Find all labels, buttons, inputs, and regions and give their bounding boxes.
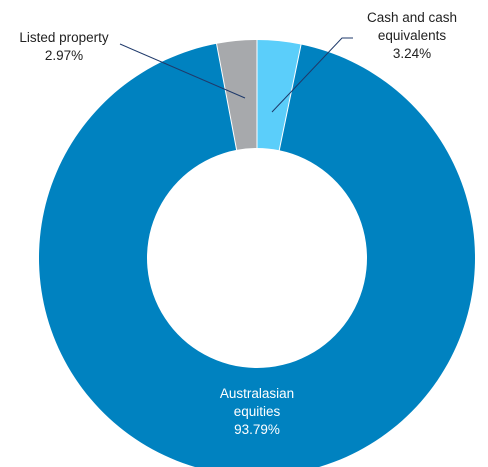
slice-separator (215, 42, 238, 151)
leader-line-cash-and-cash-equivalents (271, 37, 353, 113)
data-label-value-australasian-equities: 93.79% (234, 422, 280, 437)
data-label-value-cash-and-cash-equivalents: 3.24% (393, 46, 431, 61)
data-label-name-listed-property: Listed property (19, 30, 109, 45)
leader-line-listed-property (119, 43, 246, 99)
slice-separator (278, 43, 302, 152)
data-label-name-australasian-equities: Australasian (220, 386, 294, 401)
data-label-name-cash-and-cash-equivalents: Cash and cash (367, 10, 457, 25)
slice-australasian-equities (39, 43, 475, 467)
data-label-value-listed-property: 2.97% (45, 48, 83, 63)
slice-cash-and-cash-equivalents (257, 40, 302, 151)
data-label-name-cash-and-cash-equivalents: equivalents (378, 28, 447, 43)
data-label-name-australasian-equities: equities (234, 404, 281, 419)
